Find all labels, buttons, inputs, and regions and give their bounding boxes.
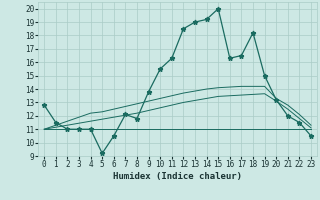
- X-axis label: Humidex (Indice chaleur): Humidex (Indice chaleur): [113, 172, 242, 181]
